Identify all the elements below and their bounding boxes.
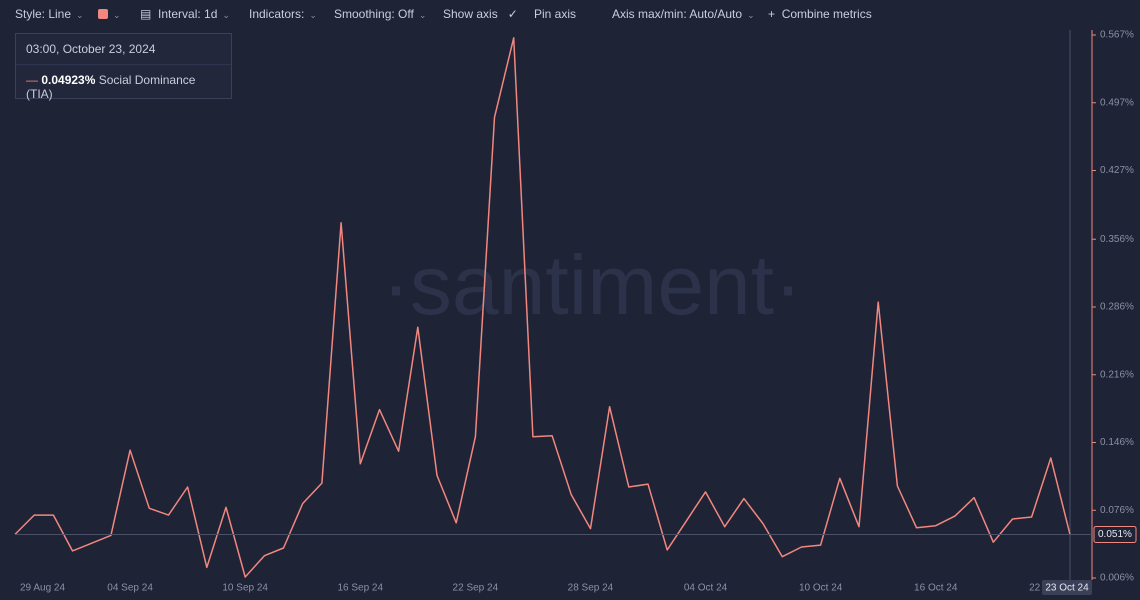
label: Show axis <box>443 7 498 21</box>
x-tick-label: 10 Oct 24 <box>799 583 843 594</box>
x-cursor-label: 23 Oct 24 <box>1045 583 1089 594</box>
y-tick-label: 0.006% <box>1100 573 1134 584</box>
pin-axis-toggle[interactable]: Pin axis <box>534 7 576 21</box>
label: Pin axis <box>534 7 577 21</box>
label: Axis max/min: Auto/Auto <box>612 7 743 21</box>
y-tick-label: 0.076% <box>1100 505 1134 516</box>
y-tick-label: 0.146% <box>1100 437 1134 448</box>
label: Combine metrics <box>781 7 872 21</box>
y-tick-label: 0.567% <box>1100 30 1134 41</box>
style-select[interactable]: Style: Line ⌄ <box>15 7 84 21</box>
tooltip-metric: Social Dominance (TIA) <box>26 73 196 101</box>
x-tick-label: 10 Sep 24 <box>222 583 268 594</box>
x-tick-label: 04 Oct 24 <box>684 583 728 594</box>
tooltip-date: 03:00, October 23, 2024 <box>16 34 231 65</box>
tooltip: 03:00, October 23, 2024 — 0.04923% Socia… <box>15 33 232 101</box>
tooltip-row: — 0.04923% Social Dominance (TIA) <box>26 73 196 101</box>
y-tick-label: 0.356% <box>1100 234 1134 245</box>
last-value-label: 0.051% <box>1098 529 1132 540</box>
combine-metrics-button[interactable]: + Combine metrics <box>768 7 872 21</box>
x-cursor-box <box>1042 580 1092 595</box>
toolbar: Style: Line ⌄ ⌄ ▤ Interval: 1d ⌄ Indicator… <box>0 0 1140 28</box>
indicators-select[interactable]: Indicators: ⌄ <box>249 7 317 21</box>
smoothing-select[interactable]: Smoothing: Off ⌄ <box>334 7 427 21</box>
axis-minmax-select[interactable]: Axis max/min: Auto/Auto ⌄ <box>612 7 755 21</box>
label: Smoothing: Off <box>334 7 414 21</box>
x-tick-label: 16 Oct 24 <box>914 583 958 594</box>
y-tick-label: 0.497% <box>1100 97 1134 108</box>
x-tick-label: 29 Aug 24 <box>20 583 65 594</box>
last-value-box <box>1093 525 1137 543</box>
series-line <box>14 37 1071 578</box>
y-tick-label: 0.427% <box>1100 165 1134 176</box>
x-tick-label: 22 Sep 24 <box>453 583 499 594</box>
x-tick-label: 16 Sep 24 <box>337 583 383 594</box>
interval-select[interactable]: ▤ Interval: 1d ⌄ <box>140 7 230 21</box>
y-tick-label: 0.216% <box>1100 369 1134 380</box>
label: Indicators: <box>249 7 305 21</box>
color-select[interactable]: ⌄ <box>98 7 121 21</box>
label: Interval: 1d <box>158 7 218 21</box>
y-tick-label: 0.286% <box>1100 302 1134 313</box>
show-axis-toggle[interactable]: Show axis ✓ <box>443 7 518 21</box>
tooltip-value: 0.04923% <box>41 73 96 87</box>
label: Style: Line <box>15 7 72 21</box>
x-tick-label: 28 Sep 24 <box>568 583 614 594</box>
x-tick-label: 04 Sep 24 <box>107 583 153 594</box>
watermark: ·santiment· <box>382 238 802 332</box>
